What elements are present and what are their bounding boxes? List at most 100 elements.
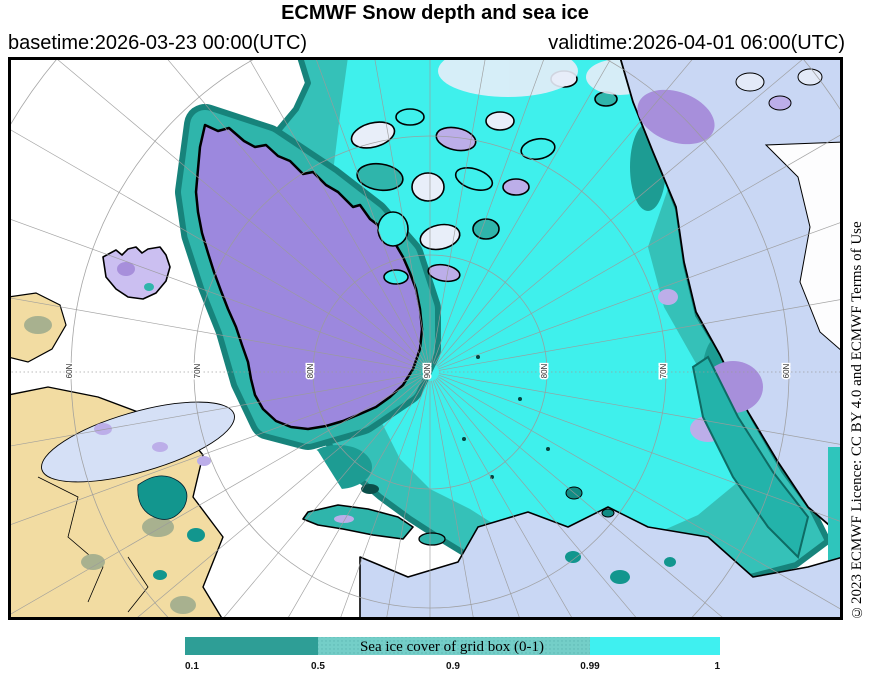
- country-borders: [37, 476, 149, 613]
- copyright-notice: ©2023 ECMWF Licence: CC BY 4.0 and ECMWF…: [849, 221, 865, 620]
- legend-segment-high: [590, 637, 720, 655]
- latitude-label: 60N: [782, 363, 791, 378]
- island: [427, 263, 461, 283]
- russia-bottom-land: [359, 506, 841, 618]
- legend-colorbar: Sea ice cover of grid box (0-1) 0.1 0.5 …: [185, 637, 720, 672]
- island: [435, 126, 477, 152]
- island-snow: [334, 515, 354, 523]
- europe-landmass: [10, 292, 235, 618]
- sea-ice-legend: Sea ice cover of grid box (0-1) 0.1 0.5 …: [185, 636, 720, 676]
- meridian-line: [434, 379, 573, 618]
- speck: [518, 397, 522, 401]
- meridian-line: [438, 374, 841, 522]
- meridian-line: [438, 222, 841, 370]
- meridian-line: [437, 376, 841, 610]
- meridian-line: [386, 380, 429, 618]
- meridian-line: [10, 129, 423, 368]
- meridian-line: [431, 380, 474, 618]
- legend-tick: 0.99: [580, 661, 600, 672]
- iceland: [102, 246, 171, 300]
- island: [383, 269, 409, 285]
- latitude-label: 80N: [540, 363, 549, 378]
- island: [797, 68, 823, 86]
- highland-snow-patch: [197, 456, 211, 466]
- meridian-line: [434, 59, 612, 365]
- meridian-line: [10, 376, 423, 615]
- legend-tick: 0.5: [311, 661, 325, 672]
- pale-patch: [438, 59, 578, 97]
- vegetation-patch: [81, 554, 105, 570]
- greenland-landmass: [194, 123, 424, 431]
- island: [735, 72, 765, 92]
- meridian-line: [436, 377, 724, 618]
- island: [395, 108, 425, 126]
- meridian-line: [340, 380, 428, 618]
- lake: [664, 557, 676, 567]
- legend-title: Sea ice cover of grid box (0-1): [360, 639, 544, 655]
- meridian-line: [315, 59, 428, 364]
- siberia-outline: [619, 59, 841, 537]
- legend-segment-mid-texture: [318, 637, 590, 655]
- map-frame: [8, 57, 843, 620]
- meridian-line: [248, 59, 426, 365]
- island: [302, 504, 414, 540]
- legend-segment-low: [185, 637, 318, 655]
- island: [601, 508, 615, 518]
- meridian-line: [436, 59, 804, 367]
- meridian-line: [10, 297, 422, 371]
- meridian-line: [435, 59, 694, 366]
- arctic-map: 60N 70N 80N 90N 80N 70N 60N: [8, 57, 843, 620]
- meridian-line: [431, 59, 486, 364]
- meridian-line: [10, 218, 422, 370]
- siberia-bare-area: [764, 141, 841, 351]
- meridian-line: [287, 379, 426, 618]
- baltic-sea: [137, 475, 188, 520]
- meridian-line: [10, 374, 422, 526]
- lake: [565, 551, 581, 563]
- ice-specks: [462, 355, 550, 479]
- iceland-coast-ice: [144, 283, 154, 291]
- speck: [476, 355, 480, 359]
- latitude-labels: 60N 70N 80N 90N 80N 70N 60N: [64, 362, 793, 380]
- edge-ice-sliver: [828, 447, 841, 577]
- island: [418, 532, 446, 546]
- meridian-line: [437, 134, 841, 368]
- meridian-line: [432, 380, 520, 618]
- vegetation-patch: [170, 596, 196, 614]
- highland-snow-patch: [94, 423, 112, 435]
- speck: [546, 447, 550, 451]
- scandinavia-snowfield: [41, 401, 235, 483]
- island: [485, 111, 515, 131]
- iceland-snow-patch: [117, 262, 135, 276]
- basetime-label: basetime:2026-03-23 00:00(UTC): [8, 32, 308, 54]
- island: [520, 137, 556, 161]
- lake: [610, 570, 630, 584]
- meridian-line: [432, 59, 545, 364]
- latitude-label: 70N: [659, 363, 668, 378]
- time-row: basetime:2026-03-23 00:00(UTC) validtime…: [8, 32, 845, 55]
- island: [350, 121, 396, 149]
- latitude-circle: [70, 59, 790, 618]
- latitude-label: 70N: [193, 363, 202, 378]
- meridian-line: [435, 378, 637, 618]
- island: [356, 162, 404, 192]
- legend-tick: 1: [714, 661, 720, 672]
- island: [411, 172, 445, 202]
- svalbard-islands: [302, 484, 615, 546]
- russia-outline: [359, 506, 841, 618]
- legend-tick: 0.1: [185, 661, 199, 672]
- vegetation-patch: [24, 316, 52, 334]
- latitude-label: 80N: [306, 363, 315, 378]
- lake: [187, 528, 205, 542]
- meridian-line: [166, 59, 425, 366]
- latitude-label: 60N: [65, 363, 74, 378]
- arctic-map-panel: 60N 70N 80N 90N 80N 70N 60N: [8, 57, 843, 620]
- meridian-line: [374, 59, 429, 364]
- arctic-archipelago: [350, 70, 618, 285]
- latitude-label: 90N: [423, 363, 432, 378]
- meridian-line: [223, 378, 425, 618]
- meridian-line: [438, 299, 841, 371]
- coastal-ice-band: [691, 355, 810, 559]
- graticule: [10, 59, 841, 618]
